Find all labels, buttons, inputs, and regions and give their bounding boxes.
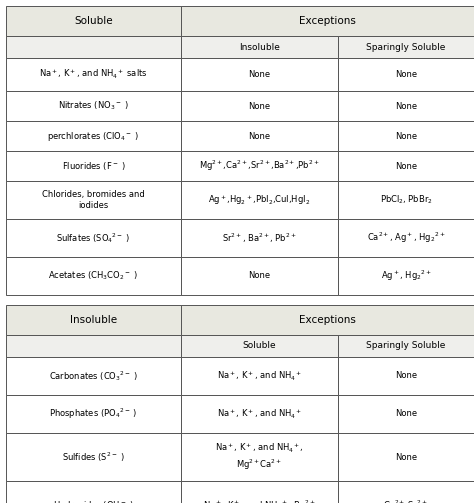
Text: Sulfides (S$^{2-}$ ): Sulfides (S$^{2-}$ ) [62, 450, 125, 464]
Bar [6, 305, 181, 335]
Bar [181, 219, 338, 257]
Text: None: None [248, 272, 271, 281]
Text: Nitrates (NO$_3$$^-$ ): Nitrates (NO$_3$$^-$ ) [58, 100, 129, 112]
Text: Carbonates (CO$_3$$^{2-}$ ): Carbonates (CO$_3$$^{2-}$ ) [49, 369, 138, 383]
Bar [181, 181, 338, 219]
Text: Sr$^{2+}$, Ba$^{2+}$, Pb$^{2+}$: Sr$^{2+}$, Ba$^{2+}$, Pb$^{2+}$ [222, 231, 297, 244]
Text: Na$^+$, K$^+$, and NH$_4$$^+$ salts: Na$^+$, K$^+$, and NH$_4$$^+$ salts [39, 68, 148, 81]
Bar [6, 357, 181, 395]
Bar [338, 121, 474, 151]
Text: None: None [395, 372, 417, 380]
Text: Ag$^+$,Hg$_2$$^+$,PbI$_2$,CuI,HgI$_2$: Ag$^+$,Hg$_2$$^+$,PbI$_2$,CuI,HgI$_2$ [209, 193, 310, 207]
Bar [6, 181, 181, 219]
Bar [181, 6, 474, 36]
Text: None: None [395, 453, 417, 461]
Bar [338, 36, 474, 58]
Text: None: None [248, 102, 271, 111]
Text: Insoluble: Insoluble [70, 315, 117, 325]
Text: Ca$^{2+}$, Ag$^+$, Hg$_2$$^{2+}$: Ca$^{2+}$, Ag$^+$, Hg$_2$$^{2+}$ [367, 231, 445, 245]
Text: None: None [248, 70, 271, 79]
Bar [181, 151, 338, 181]
Bar [181, 305, 474, 335]
Text: Na$^+$, K$^+$, and NH$_4$$^+$: Na$^+$, K$^+$, and NH$_4$$^+$ [217, 407, 302, 421]
Text: Exceptions: Exceptions [299, 315, 356, 325]
Text: None: None [248, 131, 271, 140]
Text: None: None [395, 161, 417, 171]
Text: Na$^+$, K$^+$, and NH$_4$$^+$, Ba$^{2+}$: Na$^+$, K$^+$, and NH$_4$$^+$, Ba$^{2+}$ [203, 498, 316, 503]
Text: Exceptions: Exceptions [299, 16, 356, 26]
Text: Insoluble: Insoluble [239, 42, 280, 51]
Bar [338, 433, 474, 481]
Bar [6, 257, 181, 295]
Bar [181, 58, 338, 91]
Bar [338, 257, 474, 295]
Bar [181, 257, 338, 295]
Text: Ag$^+$, Hg$_2$$^{2+}$: Ag$^+$, Hg$_2$$^{2+}$ [381, 269, 431, 283]
Bar [181, 395, 338, 433]
Bar [338, 151, 474, 181]
Bar [181, 36, 338, 58]
Bar [6, 36, 181, 58]
Bar [6, 219, 181, 257]
Text: Acetates (CH$_3$CO$_2$$^-$ ): Acetates (CH$_3$CO$_2$$^-$ ) [48, 270, 138, 282]
Bar [181, 433, 338, 481]
Bar [6, 91, 181, 121]
Bar [181, 91, 338, 121]
Bar [338, 181, 474, 219]
Text: PbCl$_2$, PbBr$_2$: PbCl$_2$, PbBr$_2$ [380, 194, 432, 206]
Text: Na$^+$, K$^+$, and NH$_4$$^+$,
Mg$^{2+}$Ca$^{2+}$: Na$^+$, K$^+$, and NH$_4$$^+$, Mg$^{2+}$… [215, 442, 304, 472]
Bar [6, 335, 181, 357]
Text: Mg$^{2+}$,Ca$^{2+}$,Sr$^{2+}$,Ba$^{2+}$,Pb$^{2+}$: Mg$^{2+}$,Ca$^{2+}$,Sr$^{2+}$,Ba$^{2+}$,… [199, 159, 320, 173]
Text: Sparingly Soluble: Sparingly Soluble [366, 42, 446, 51]
Bar [338, 335, 474, 357]
Text: Sparingly Soluble: Sparingly Soluble [366, 342, 446, 351]
Text: Phosphates (PO$_4$$^{2-}$ ): Phosphates (PO$_4$$^{2-}$ ) [49, 407, 138, 421]
Text: Sulfates (SO$_4$$^{2-}$ ): Sulfates (SO$_4$$^{2-}$ ) [56, 231, 131, 245]
Bar [338, 58, 474, 91]
Text: Ca$^{2+}$,Sr$^{2+}$: Ca$^{2+}$,Sr$^{2+}$ [383, 498, 428, 503]
Text: perchlorates (ClO$_4$$^-$ ): perchlorates (ClO$_4$$^-$ ) [47, 129, 139, 142]
Text: Hydroxides (OH$^-$ ): Hydroxides (OH$^-$ ) [53, 498, 134, 503]
Text: None: None [395, 131, 417, 140]
Bar [6, 58, 181, 91]
Bar [6, 395, 181, 433]
Text: Na$^+$, K$^+$, and NH$_4$$^+$: Na$^+$, K$^+$, and NH$_4$$^+$ [217, 369, 302, 383]
Text: None: None [395, 70, 417, 79]
Bar [181, 121, 338, 151]
Bar [6, 433, 181, 481]
Bar [181, 481, 338, 503]
Bar [181, 335, 338, 357]
Bar [338, 91, 474, 121]
Bar [181, 357, 338, 395]
Text: Soluble: Soluble [74, 16, 113, 26]
Text: None: None [395, 409, 417, 418]
Bar [338, 219, 474, 257]
Bar [6, 151, 181, 181]
Text: Soluble: Soluble [243, 342, 276, 351]
Text: Fluorides (F$^-$ ): Fluorides (F$^-$ ) [62, 160, 125, 172]
Bar [6, 481, 181, 503]
Bar [338, 481, 474, 503]
Bar [6, 121, 181, 151]
Bar [338, 395, 474, 433]
Text: None: None [395, 102, 417, 111]
Text: Chlorides, bromides and
iodides: Chlorides, bromides and iodides [42, 190, 145, 210]
Bar [338, 357, 474, 395]
Bar [6, 6, 181, 36]
